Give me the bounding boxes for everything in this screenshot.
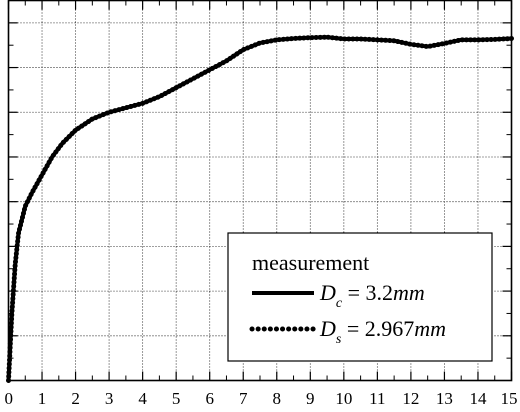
x-tick-label-15: 15 — [501, 389, 518, 408]
legend-entry-1-unit: mm — [393, 280, 425, 305]
x-tick-label-1: 1 — [38, 389, 47, 408]
x-tick-label-8: 8 — [273, 389, 282, 408]
x-tick-label-7: 7 — [239, 389, 248, 408]
legend-entry-1-subscript: c — [336, 296, 343, 311]
x-tick-label-12: 12 — [402, 389, 419, 408]
legend-entry-2-rest: = 2.967 — [341, 316, 414, 341]
x-tick-label-5: 5 — [172, 389, 181, 408]
legend-entry-2-subscript: s — [336, 332, 342, 347]
x-tick-label-3: 3 — [105, 389, 114, 408]
legend-entry-1: Dc = 3.2mm — [319, 280, 425, 311]
legend-entry-1-symbol: D — [319, 280, 336, 305]
series-line-dotted — [6, 34, 514, 383]
x-tick-label-9: 9 — [306, 389, 315, 408]
legend-entry-1-rest: = 3.2 — [342, 280, 393, 305]
x-tick-label-13: 13 — [436, 389, 453, 408]
x-tick-label-6: 6 — [205, 389, 214, 408]
legend-entry-2-unit: mm — [414, 316, 446, 341]
x-tick-label-2: 2 — [71, 389, 80, 408]
x-tick-labels: 0 1 2 3 4 5 6 7 8 9 10 11 12 13 14 15 — [5, 389, 518, 408]
grid — [8, 0, 512, 381]
x-tick-label-14: 14 — [469, 389, 487, 408]
legend-entry-2-symbol: D — [319, 316, 336, 341]
x-tick-label-0: 0 — [5, 389, 14, 408]
legend-title: measurement — [252, 250, 369, 275]
x-tick-label-4: 4 — [138, 389, 147, 408]
legend: measurement Dc = 3.2mm Ds = 2.967mm — [227, 232, 493, 362]
legend-entry-2: Ds = 2.967mm — [319, 316, 446, 347]
legend-box — [227, 232, 493, 362]
x-tick-label-11: 11 — [369, 389, 385, 408]
ticks — [7, 0, 513, 381]
series-layer — [6, 34, 514, 383]
x-tick-label-10: 10 — [335, 389, 352, 408]
